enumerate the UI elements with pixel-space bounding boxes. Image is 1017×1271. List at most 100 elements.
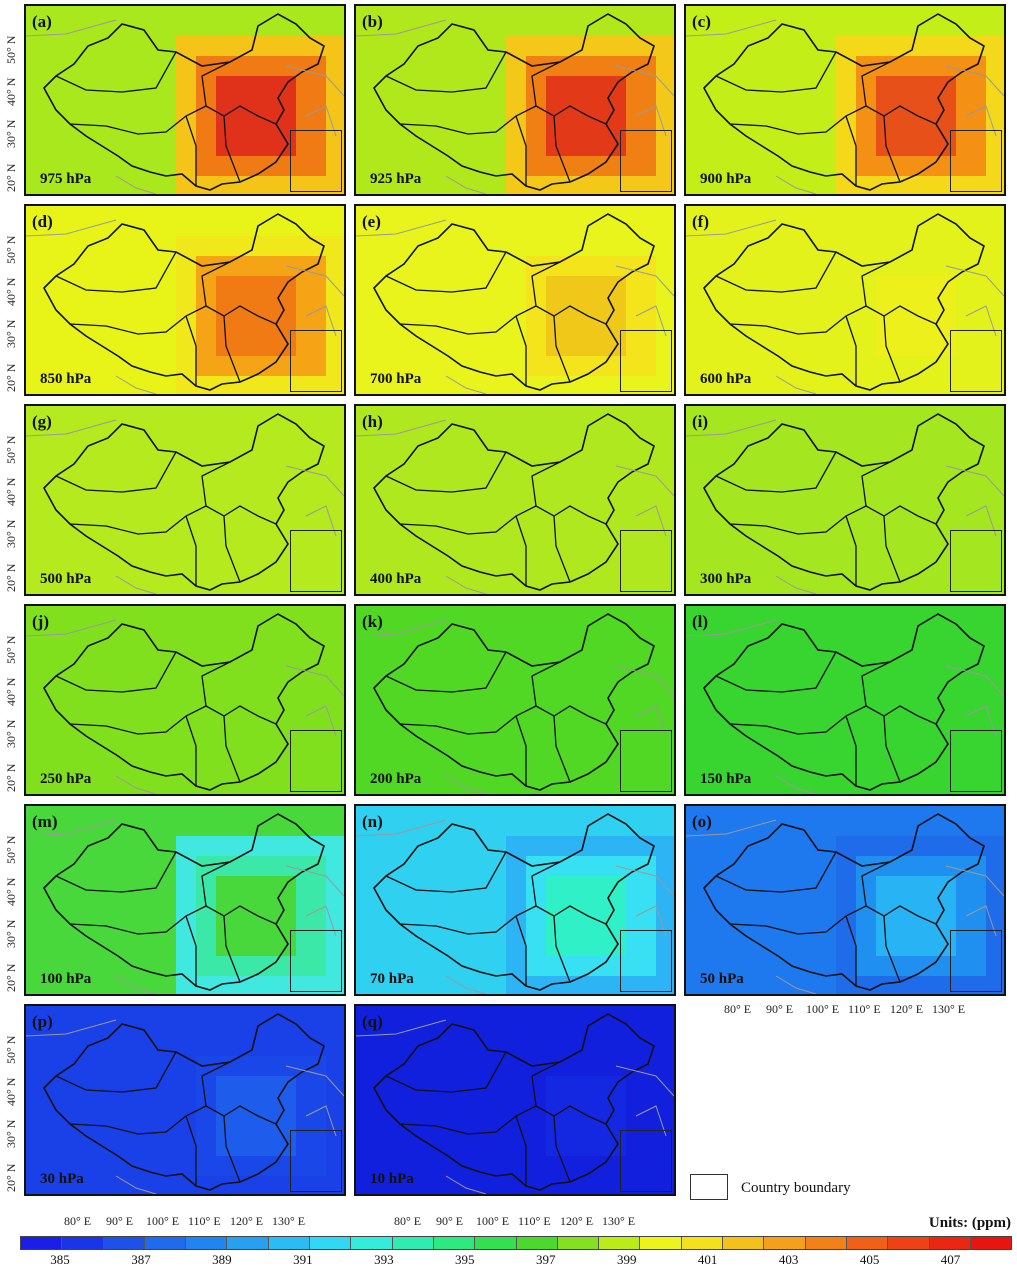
panel-letter: (o) [692,812,712,831]
colorbar-segment [21,1237,63,1249]
south-china-sea-inset [290,930,342,992]
pressure-level-label: 70 hPa [370,971,414,987]
map-field [26,13,344,194]
colorbar-segment [475,1237,517,1249]
country-outline [373,13,655,191]
region-boundary [515,715,527,786]
pressure-level-label: 400 hPa [370,571,422,587]
latitude-label: 20° N [4,363,18,392]
panel-letter: (p) [32,1012,53,1031]
longitude-label: 90° E [436,1214,464,1228]
region-boundary [715,451,837,493]
latitude-label: 30° N [4,919,18,948]
region-boundary [201,461,231,507]
south-china-sea-inset [290,1130,342,1192]
region-boundary [715,851,837,893]
map-panel: (n) 70 hPa [354,804,676,996]
neighbor-boundary [356,419,674,594]
region-boundary [205,305,277,325]
colorbar-tick-label: 385 [50,1252,70,1267]
longitude-label: 120° E [890,1002,924,1016]
map-field [26,413,344,594]
region-boundary [861,861,891,907]
region-boundary [69,905,207,935]
map-panel: (f) 600 hPa [684,204,1006,396]
region-boundary [515,115,527,186]
region-boundary [69,705,207,735]
map-panel: (g) 500 hPa [24,404,346,596]
panel-letter: (h) [362,412,383,431]
country-outline [373,1013,655,1191]
map-field [26,213,344,394]
region-boundary [865,305,937,325]
colorbar [20,1236,1012,1250]
region-boundary [223,715,241,783]
colorbar-segment [599,1237,641,1249]
region-boundary [399,305,537,335]
neighbor-boundary [686,819,1004,994]
region-boundary [223,115,241,183]
latitude-label: 40° N [4,477,18,506]
region-boundary [715,51,837,93]
neighbor-boundary [26,619,344,794]
country-boundary-legend-label: Country boundary [741,1180,851,1196]
country-boundary-legend-swatch [690,1174,728,1200]
neighbor-boundary [686,219,1004,394]
latitude-label: 50° N [4,235,18,264]
colorbar-segment [929,1237,971,1249]
region-boundary [845,715,857,786]
map-panel: (h) 400 hPa [354,404,676,596]
longitude-label: 120° E [560,1214,594,1228]
region-boundary [205,105,277,125]
country-outline [373,813,655,991]
map-field [686,613,1004,794]
longitude-label: 90° E [106,1214,134,1228]
longitude-label: 110° E [848,1002,881,1016]
latitude-label: 30° N [4,319,18,348]
longitude-label: 130° E [272,1214,306,1228]
colorbar-segment [805,1237,847,1249]
pressure-level-label: 600 hPa [700,371,752,387]
map-field [26,813,344,994]
region-boundary [385,51,507,93]
colorbar-segment [846,1237,889,1249]
pressure-level-label: 50 hPa [700,971,744,987]
map-panel: (p) 30 hPa [24,1004,346,1196]
colorbar-tick-label: 389 [212,1252,232,1267]
map-panel: (o) 50 hPa [684,804,1006,996]
region-boundary [535,705,607,725]
region-boundary [515,1115,527,1186]
region-boundary [531,261,561,307]
region-boundary [55,451,177,493]
south-china-sea-inset [950,730,1002,792]
colorbar-segment [970,1237,1012,1249]
latitude-label: 20° N [4,763,18,792]
map-field [26,613,344,794]
region-boundary [385,251,507,293]
region-boundary [729,905,867,935]
south-china-sea-inset [950,530,1002,592]
latitude-label: 20° N [4,163,18,192]
colorbar-tick-label: 401 [697,1252,718,1267]
longitude-label: 100° E [806,1002,840,1016]
region-boundary [399,505,537,535]
region-boundary [715,251,837,293]
panel-letter: (a) [32,12,52,31]
colorbar-tick-label: 395 [455,1252,475,1267]
colorbar-tick-label: 399 [616,1252,637,1267]
longitude-label: 130° E [602,1214,636,1228]
region-boundary [205,505,277,525]
neighbor-boundary [356,19,674,194]
region-boundary [69,1105,207,1135]
south-china-sea-inset [620,130,672,192]
map-field [686,413,1004,594]
latitude-label: 30° N [4,119,18,148]
country-outline [703,213,985,391]
region-boundary [515,315,527,386]
region-boundary [845,315,857,386]
pressure-level-label: 700 hPa [370,371,422,387]
latitude-label: 50° N [4,1035,18,1064]
south-china-sea-inset [620,530,672,592]
region-boundary [553,1115,571,1183]
longitude-label: 80° E [724,1002,752,1016]
